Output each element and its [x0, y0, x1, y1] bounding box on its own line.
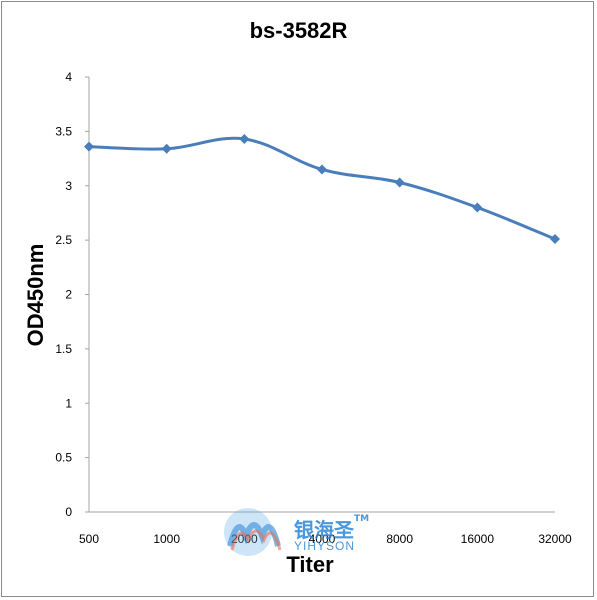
data-point-marker [472, 202, 483, 213]
y-tick-labels: 0 0.5 1 1.5 2 2.5 3 3.5 4 [55, 70, 89, 519]
x-tick-labels: 500 1000 2000 4000 8000 16000 32000 [79, 532, 572, 546]
data-point-marker [84, 141, 94, 152]
y-tick-label: 0.5 [55, 451, 72, 465]
y-tick-label: 1.5 [55, 342, 72, 356]
watermark-logo: 银海圣TM YIHYSON [222, 506, 382, 558]
x-tick-label: 1000 [153, 532, 180, 546]
x-tick-label: 16000 [461, 532, 495, 546]
watermark-text-en: YIHYSON [294, 539, 356, 553]
chart-title: bs-3582R [249, 18, 348, 43]
y-tick-label: 3.5 [55, 124, 72, 138]
y-tick-label: 4 [65, 70, 72, 84]
y-tick-label: 1 [65, 396, 72, 410]
x-tick-label: 4000 [309, 532, 336, 546]
series-line [88, 136, 556, 241]
data-point-marker [161, 143, 172, 154]
logo-icon [224, 508, 282, 556]
x-axis-label: Titer [286, 552, 334, 577]
x-tick-label: 32000 [538, 532, 572, 546]
data-point-marker [317, 164, 327, 175]
data-point-marker [239, 133, 250, 144]
x-tick-label: 500 [79, 532, 99, 546]
data-point-marker [394, 177, 405, 188]
y-tick-label: 2 [65, 288, 72, 302]
series-markers [84, 133, 560, 245]
y-tick-label: 3 [65, 179, 72, 193]
x-tick-label: 8000 [386, 532, 413, 546]
data-point-marker [550, 234, 560, 245]
y-tick-label: 0 [65, 505, 72, 519]
y-tick-label: 2.5 [55, 233, 72, 247]
watermark-text-cn: 银海圣TM [294, 514, 370, 542]
